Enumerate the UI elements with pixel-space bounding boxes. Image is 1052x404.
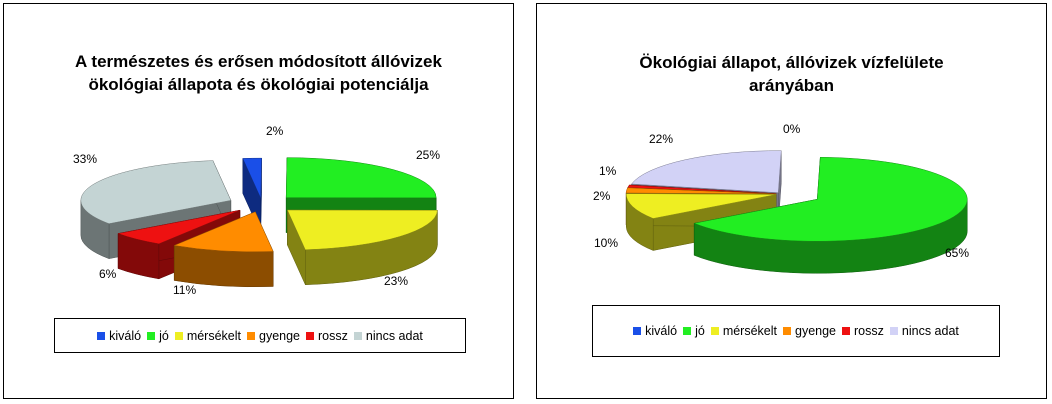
left-label-gyenge: 11%	[173, 283, 197, 297]
legend-label: gyenge	[795, 324, 837, 338]
left-legend-item-merseklet: mérsékelt	[174, 328, 241, 343]
left-label-nincs-adat: 33%	[73, 152, 98, 166]
right-label-rossz: 1%	[599, 164, 617, 178]
legend-label: jó	[159, 328, 169, 343]
right-legend-item-jo: jó	[683, 324, 705, 338]
left-legend-item-gyenge: gyenge	[247, 329, 300, 343]
legend-label: nincs adat	[365, 328, 423, 343]
legend-label: jó	[695, 324, 705, 338]
left-legend-item-jo: jó	[147, 329, 169, 343]
legend-swatch	[783, 327, 791, 335]
right-pie-chart	[625, 150, 968, 274]
left-slice-2	[286, 209, 438, 286]
legend-label: kiváló	[645, 324, 678, 338]
legend-swatch	[247, 331, 255, 340]
legend-swatch	[353, 331, 362, 340]
left-legend: kiváló jó mérsékelt gyenge rossz nincs a…	[54, 318, 466, 353]
left-slice-3	[173, 211, 274, 288]
right-chart-panel: Ökológiai állapot, állóvizek vízfelülete…	[536, 3, 1047, 399]
legend-label: rossz	[854, 324, 884, 338]
left-pie-chart	[80, 157, 438, 288]
left-legend-item-nincs-adat: nincs adat	[353, 328, 423, 343]
right-chart-title-line1: Ökológiai állapot, állóvizek vízfelülete	[639, 53, 944, 72]
legend-label: nincs adat	[901, 324, 959, 338]
legend-swatch	[842, 327, 851, 335]
left-chart-title-line2: ökológiai állapota és ökológiai potenciá…	[88, 75, 429, 94]
right-legend: kiváló jó mérsékelt gyenge rossz nincs a…	[592, 305, 1000, 357]
left-chart-title: A természetes és erősen módosított állóv…	[4, 50, 513, 96]
legend-label: gyenge	[259, 328, 301, 343]
left-chart-title-line1: A természetes és erősen módosított állóv…	[75, 52, 442, 71]
left-chart-panel: A természetes és erősen módosított állóv…	[3, 3, 514, 399]
right-legend-item-rossz: rossz	[842, 324, 884, 338]
right-legend-item-kivalo: kiváló	[633, 324, 677, 338]
legend-label: kiváló	[109, 328, 142, 343]
right-label-merseklet: 10%	[594, 236, 619, 250]
legend-label: mérsékelt	[186, 328, 241, 343]
legend-swatch	[633, 327, 642, 335]
legend-label: mérsékelt	[722, 324, 777, 338]
right-chart-title-line2: arányában	[748, 76, 835, 95]
right-legend-item-nincs-adat: nincs adat	[889, 324, 959, 338]
right-label-gyenge: 2%	[593, 189, 611, 203]
legend-swatch	[174, 331, 183, 340]
legend-swatch	[710, 327, 719, 335]
legend-swatch	[683, 327, 692, 335]
right-slice-1	[693, 157, 968, 274]
left-label-rossz: 6%	[99, 267, 117, 281]
left-legend-item-kivalo: kiváló	[97, 329, 141, 343]
legend-swatch	[889, 327, 898, 335]
legend-swatch	[147, 331, 156, 340]
legend-label: rossz	[318, 328, 348, 343]
left-label-merseklet: 23%	[384, 274, 409, 288]
right-label-nincs-adat: 22%	[649, 132, 674, 146]
legend-swatch	[97, 331, 106, 340]
legend-swatch	[306, 331, 315, 340]
right-chart-title: Ökológiai állapot, állóvizek vízfelülete…	[537, 51, 1046, 97]
right-label-jo: 65%	[945, 246, 970, 260]
right-legend-item-gyenge: gyenge	[783, 324, 836, 338]
right-legend-item-merseklet: mérsékelt	[710, 324, 777, 338]
right-label-kivalo: 0%	[783, 122, 801, 136]
left-label-jo: 25%	[416, 148, 441, 162]
left-legend-item-rossz: rossz	[306, 329, 348, 343]
left-label-kivalo: 2%	[266, 124, 284, 138]
